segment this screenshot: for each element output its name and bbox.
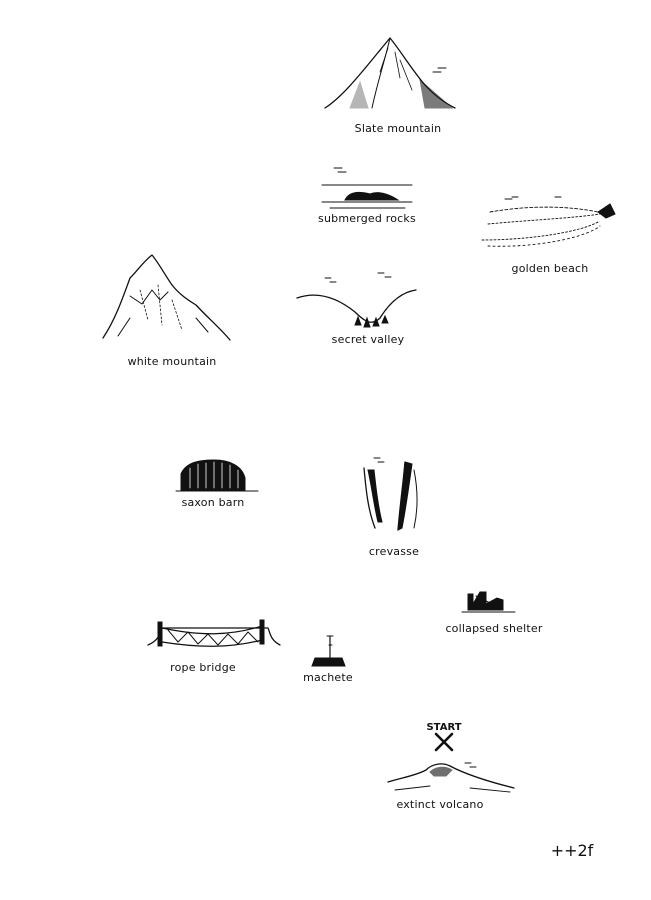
golden-beach-icon [481, 196, 616, 247]
slate-mountain-label: Slate mountain [355, 122, 442, 135]
extinct-volcano-icon [387, 762, 515, 793]
saxon-barn-label: saxon barn [182, 496, 245, 509]
machete-icon [311, 635, 346, 667]
secret-valley-label: secret valley [332, 333, 405, 346]
signature: ++2f [551, 841, 594, 860]
submerged-rocks-icon [321, 167, 413, 209]
start-label: START [426, 722, 461, 733]
extinct-volcano-label: extinct volcano [396, 798, 483, 811]
collapsed-shelter-icon [461, 591, 516, 613]
x-mark-icon [434, 732, 454, 752]
submerged-rocks-label: submerged rocks [318, 212, 416, 225]
golden-beach-label: golden beach [512, 262, 589, 275]
slate-mountain-icon [324, 37, 456, 109]
saxon-barn-icon [175, 459, 259, 492]
secret-valley-icon [296, 272, 417, 328]
rope-bridge-label: rope bridge [170, 661, 236, 674]
machete-label: machete [303, 671, 353, 684]
collapsed-shelter-label: collapsed shelter [445, 622, 542, 635]
rope-bridge-icon [147, 619, 281, 647]
crevasse-label: crevasse [369, 545, 419, 558]
crevasse-icon [363, 457, 418, 531]
white-mountain-icon [102, 254, 231, 341]
white-mountain-label: white mountain [128, 355, 217, 368]
